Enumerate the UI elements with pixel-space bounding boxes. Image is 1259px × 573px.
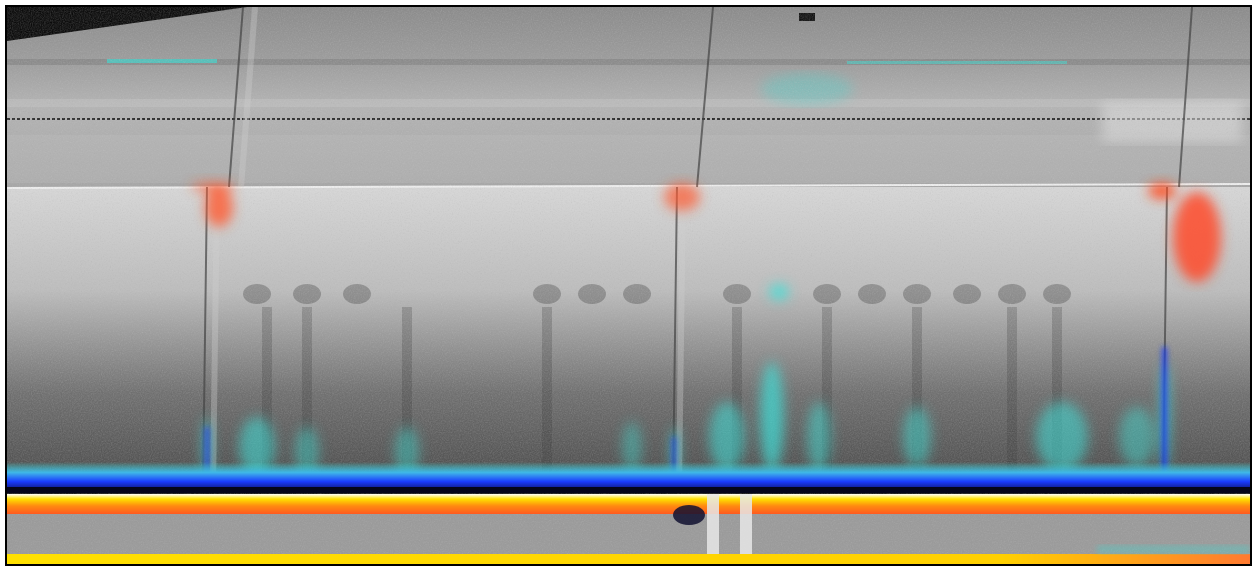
lower-speckle bbox=[7, 514, 1250, 554]
cyan-bottom-right bbox=[1097, 545, 1250, 554]
dark-object bbox=[673, 505, 705, 525]
segment-joint-highlights bbox=[210, 7, 686, 488]
light-post-2 bbox=[740, 494, 752, 554]
rail-band bbox=[7, 494, 1250, 514]
scan-image-frame bbox=[5, 5, 1252, 566]
scan-image bbox=[7, 7, 1250, 564]
dark-band-edge bbox=[7, 487, 1250, 493]
light-post-1 bbox=[707, 494, 719, 554]
red-orange-anomalies bbox=[191, 183, 1221, 282]
blue-spikes bbox=[205, 347, 1167, 482]
bottom-rail bbox=[7, 554, 1250, 564]
